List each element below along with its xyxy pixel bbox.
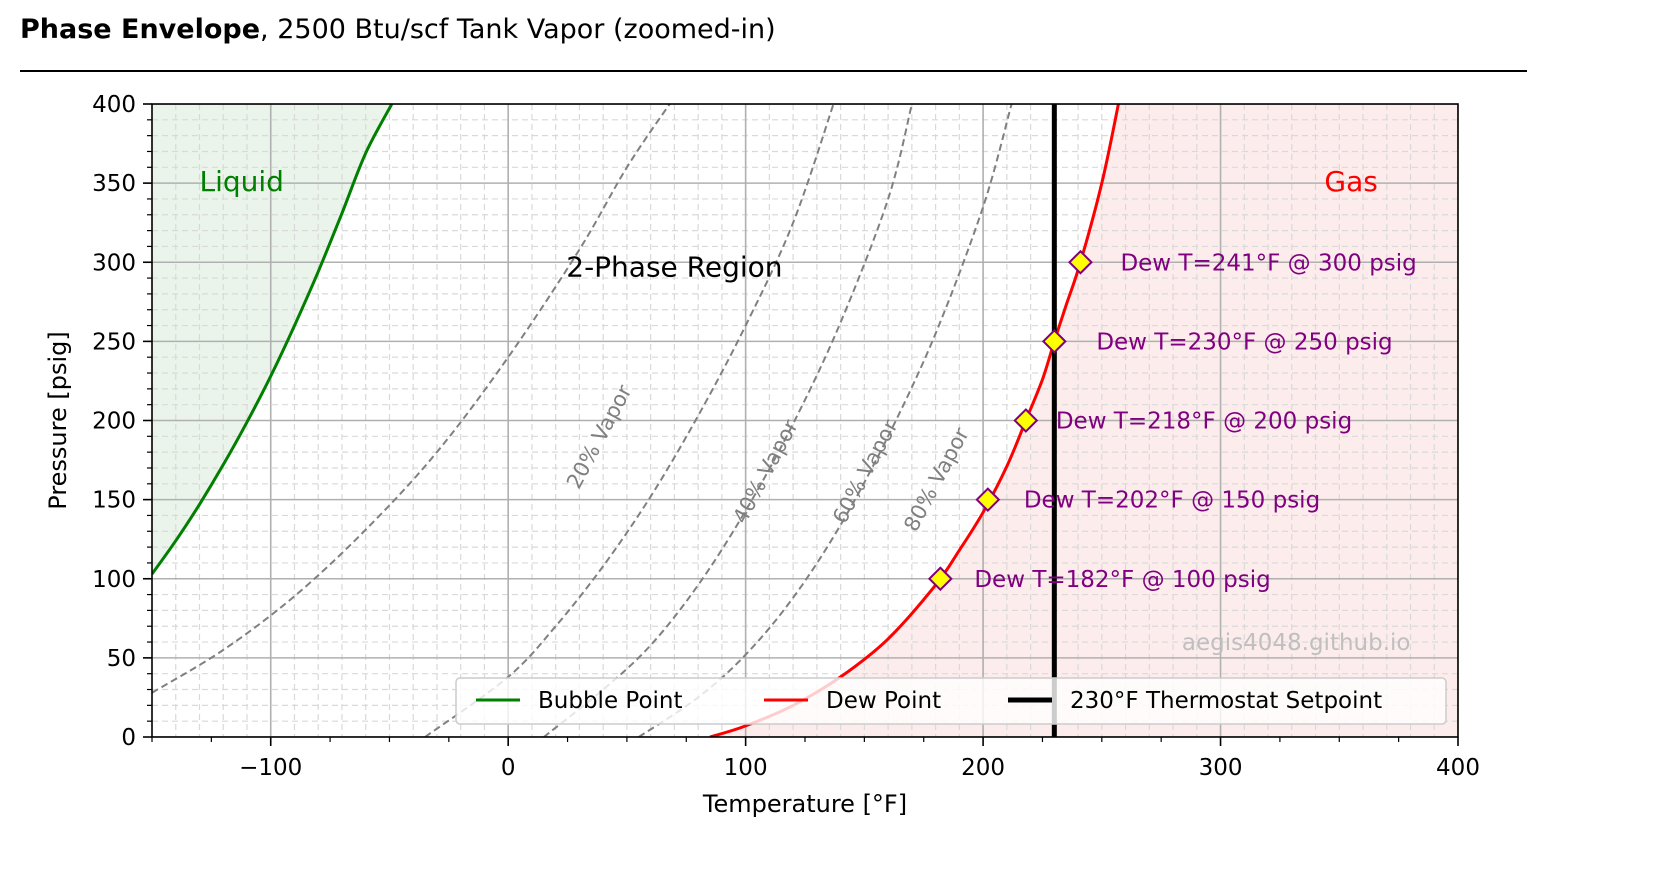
x-tick-label: 0 bbox=[501, 755, 516, 781]
y-axis-label: Pressure [psig] bbox=[44, 331, 72, 509]
dew-marker bbox=[1068, 249, 1093, 275]
x-axis-label: Temperature [°F] bbox=[702, 790, 907, 818]
title-divider bbox=[20, 70, 1527, 72]
y-tick-label: 250 bbox=[92, 329, 136, 355]
quality-line-3 bbox=[543, 104, 913, 737]
y-tick-label: 0 bbox=[121, 725, 136, 751]
axes: −100 0 100 200 300 400 0 50 100 150 200 250 300 350 40… bbox=[44, 92, 1480, 818]
y-tick-label: 50 bbox=[107, 646, 136, 672]
dew-marker-label: Dew T=202°F @ 150 psig bbox=[1024, 488, 1320, 514]
liquid-region-label: Liquid bbox=[199, 165, 283, 198]
liquid-region-fill bbox=[152, 104, 392, 574]
chart-title-bold: Phase Envelope bbox=[20, 14, 261, 45]
y-tick-label: 300 bbox=[92, 250, 136, 276]
y-tick-label: 400 bbox=[92, 92, 136, 118]
quality-label: 80% Vapor bbox=[899, 423, 974, 535]
x-tick-label: 200 bbox=[961, 755, 1005, 781]
legend-label: 230°F Thermostat Setpoint bbox=[1070, 688, 1382, 714]
chart-title: Phase Envelope, 2500 Btu/scf Tank Vapor … bbox=[20, 14, 776, 45]
dew-marker bbox=[975, 487, 1001, 513]
x-tick-label: 400 bbox=[1436, 755, 1480, 781]
quality-label-group: 40% Vapor bbox=[728, 415, 803, 527]
dew-marker-label: Dew T=182°F @ 100 psig bbox=[974, 567, 1270, 593]
bubble-point-line bbox=[152, 104, 394, 575]
dew-marker bbox=[1041, 328, 1067, 354]
legend: Bubble Point Dew Point 230°F Thermostat Se… bbox=[455, 677, 1447, 725]
watermark: aegis4048.github.io bbox=[1182, 630, 1411, 656]
y-tick-label: 100 bbox=[92, 567, 136, 593]
quality-label: 60% Vapor bbox=[828, 415, 903, 527]
legend-label: Bubble Point bbox=[538, 688, 683, 714]
dew-marker-label: Dew T=241°F @ 300 psig bbox=[1120, 250, 1416, 276]
chart-title-rest: , 2500 Btu/scf Tank Vapor (zoomed-in) bbox=[260, 14, 776, 45]
quality-line-2 bbox=[424, 104, 835, 737]
quality-label: 40% Vapor bbox=[728, 415, 803, 527]
x-tick-label: −100 bbox=[239, 755, 302, 781]
dew-marker bbox=[1013, 408, 1039, 433]
y-tick-label: 200 bbox=[92, 409, 136, 435]
quality-line-1 bbox=[152, 104, 671, 694]
two-phase-region-label: 2-Phase Region bbox=[566, 250, 782, 283]
legend-label: Dew Point bbox=[826, 688, 941, 714]
x-tick-label: 300 bbox=[1199, 755, 1243, 781]
dew-marker-label: Dew T=230°F @ 250 psig bbox=[1096, 329, 1392, 355]
dew-marker bbox=[927, 566, 953, 592]
y-tick-label: 350 bbox=[92, 171, 136, 197]
y-tick-label: 150 bbox=[92, 488, 136, 514]
quality-label-group: 60% Vapor bbox=[828, 415, 903, 527]
legend-box bbox=[455, 677, 1447, 725]
x-tick-label: 100 bbox=[724, 755, 768, 781]
dew-marker-label: Dew T=218°F @ 200 psig bbox=[1056, 409, 1352, 435]
quality-lines bbox=[152, 104, 1013, 737]
gas-region-label: Gas bbox=[1324, 165, 1377, 198]
